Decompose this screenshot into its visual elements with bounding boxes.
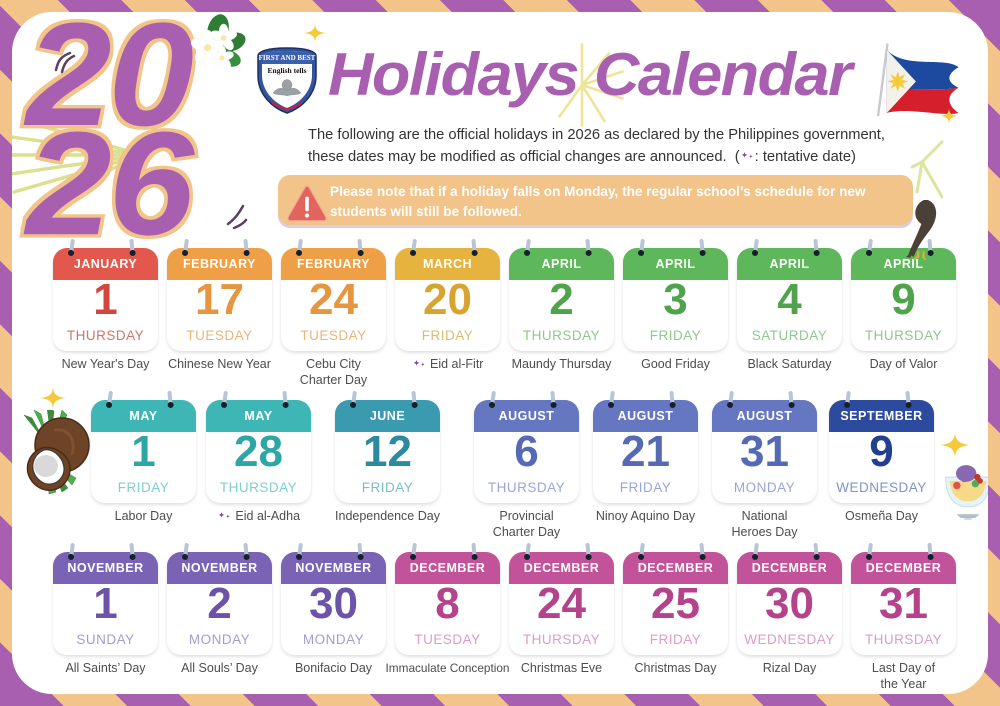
svg-text:English tells: English tells — [268, 66, 307, 75]
svg-text:FIRST AND BEST: FIRST AND BEST — [259, 54, 316, 62]
